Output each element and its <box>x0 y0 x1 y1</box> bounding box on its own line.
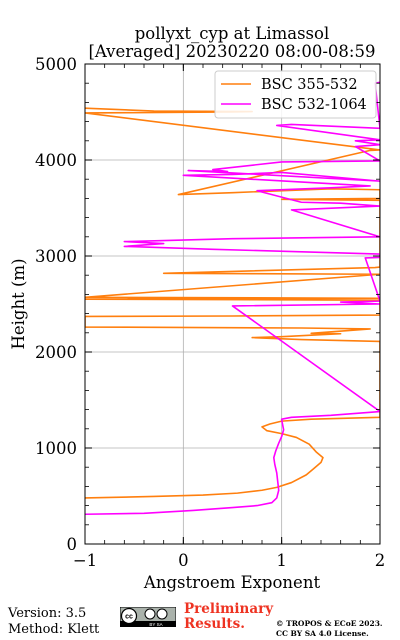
legend-box <box>214 70 377 119</box>
x-axis-label: Angstroem Exponent <box>143 573 321 592</box>
y-tick-label: 4000 <box>35 151 77 170</box>
copyright-line2: CC BY SA 4.0 License. <box>276 629 369 638</box>
chart-title-line1: pollyxt_cyp at Limassol <box>135 24 330 43</box>
sa-icon <box>156 608 168 620</box>
x-tick-label: 0 <box>178 551 189 570</box>
x-tick-label: 2 <box>375 551 386 570</box>
legend-label-bsc-355-532: BSC 355-532 <box>261 77 358 93</box>
preliminary-line1: Preliminary <box>184 601 274 617</box>
copyright-line1: © TROPOS & ECoE 2023. <box>276 619 383 628</box>
cc-license-badge: cc BY SA <box>120 607 176 627</box>
chart-figure: pollyxt_cyp at Limassol [Averaged] 20230… <box>9 24 385 592</box>
y-tick-label: 5000 <box>35 55 77 74</box>
chart-title-line2: [Averaged] 20230220 08:00-08:59 <box>89 42 376 61</box>
series-line-bsc-532-1064 <box>85 81 380 516</box>
svg-text:cc: cc <box>125 614 133 621</box>
y-tick-label: 1000 <box>35 439 77 458</box>
grid-lines <box>85 64 380 544</box>
x-tick-label: −1 <box>73 551 97 570</box>
x-tick-label: 1 <box>276 551 287 570</box>
y-tick-label: 0 <box>67 535 78 554</box>
chart-legend: BSC 355-532 BSC 532-1064 <box>214 70 377 119</box>
series-line-bsc-355-532 <box>85 107 380 499</box>
version-label: Version: 3.5 <box>8 606 87 621</box>
cc-icon <box>120 607 138 625</box>
license-badge-text: BY SA <box>149 622 162 627</box>
method-label: Method: Klett <box>8 622 100 637</box>
y-tick-label: 3000 <box>35 247 77 266</box>
footer-info: Version: 3.5 Method: Klett <box>8 606 99 638</box>
copyright-note: © TROPOS & ECoE 2023. CC BY SA 4.0 Licen… <box>276 619 383 639</box>
y-tick-label: 2000 <box>35 343 77 362</box>
y-axis-label: Height (m) <box>9 258 28 349</box>
series-lines <box>85 81 380 516</box>
legend-label-bsc-532-1064: BSC 532-1064 <box>261 97 367 113</box>
plot-frame <box>84 63 381 545</box>
by-icon <box>144 608 156 620</box>
preliminary-note: Preliminary Results. <box>184 602 273 632</box>
preliminary-line2: Results. <box>184 616 245 632</box>
